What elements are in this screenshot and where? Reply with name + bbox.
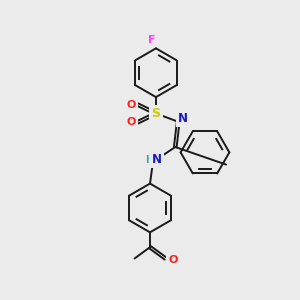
Text: O: O — [126, 117, 136, 128]
Text: H: H — [145, 154, 154, 164]
Text: N: N — [152, 153, 161, 166]
Text: S: S — [152, 107, 160, 120]
Text: F: F — [148, 35, 155, 45]
Text: N: N — [178, 112, 188, 125]
Text: O: O — [126, 100, 136, 110]
Text: O: O — [168, 255, 178, 265]
